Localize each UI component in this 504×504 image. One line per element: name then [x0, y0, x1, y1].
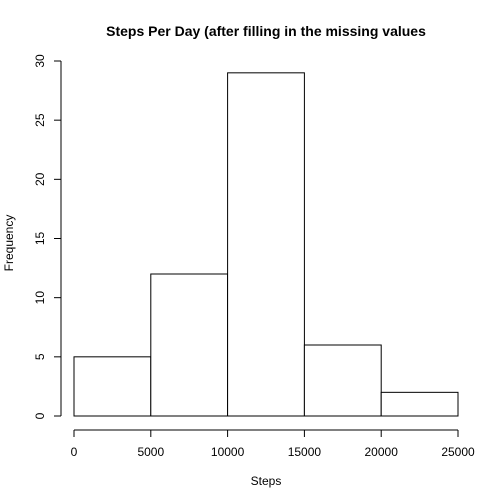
histogram-bars — [73, 72, 459, 417]
x-tick-label-1: 5000 — [137, 445, 164, 459]
y-tick-label-4: 20 — [33, 172, 47, 186]
x-tick-label-3: 15000 — [288, 445, 322, 459]
histogram-bar-3 — [303, 344, 382, 417]
histogram-bar-0 — [73, 356, 152, 417]
chart-title: Steps Per Day (after filling in the miss… — [106, 23, 426, 39]
y-tick-label-5: 25 — [33, 113, 47, 127]
x-tick-label-0: 0 — [71, 445, 78, 459]
y-tick-label-6: 30 — [33, 54, 47, 68]
y-axis-label: Frequency — [2, 215, 16, 272]
x-tick-label-2: 10000 — [211, 445, 245, 459]
x-axis-label: Steps — [251, 474, 282, 488]
y-tick-label-0: 0 — [33, 412, 47, 419]
x-tick-label-4: 20000 — [365, 445, 399, 459]
histogram-bar-4 — [380, 391, 459, 417]
histogram-bar-1 — [150, 273, 229, 417]
x-axis: 0 5000 10000 15000 20000 25000 — [71, 429, 475, 459]
y-axis: 0 5 10 15 20 25 30 — [33, 54, 62, 419]
y-tick-label-2: 10 — [33, 291, 47, 305]
y-tick-label-3: 15 — [33, 232, 47, 246]
histogram-bar-2 — [227, 72, 305, 417]
y-tick-label-1: 5 — [33, 353, 47, 360]
x-tick-label-5: 25000 — [441, 445, 475, 459]
